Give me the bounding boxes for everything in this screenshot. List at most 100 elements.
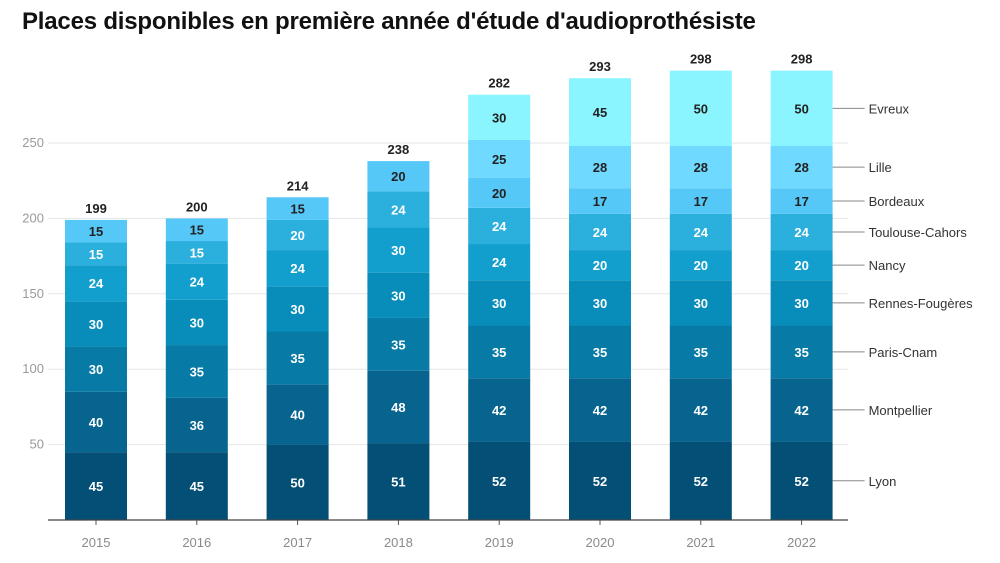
bar-segment (65, 242, 127, 266)
segment-value-label: 42 (492, 403, 506, 418)
segment-value-label: 35 (794, 345, 808, 360)
bar-segment (669, 280, 732, 326)
bar-segment (569, 146, 631, 189)
segment-value-label: 52 (492, 474, 506, 489)
y-tick-label: 250 (22, 135, 44, 150)
bar-2019: 52 42 35 30 24 24 20 25 30 282 (468, 76, 531, 520)
bar-2022: 52 42 35 30 20 24 17 28 50 298 (770, 52, 833, 520)
bar-2020: 52 42 35 30 20 24 17 28 45 293 (569, 59, 631, 520)
bar-segment (165, 397, 228, 453)
bar-segment (770, 325, 833, 379)
segment-value-label: 24 (391, 202, 406, 217)
x-tick-label: 2020 (586, 535, 615, 550)
bar-segment (669, 70, 732, 147)
bar-segment (65, 452, 127, 520)
bar-segment (770, 213, 833, 251)
bar-segment (367, 317, 430, 371)
legend-label: Toulouse-Cahors (869, 225, 968, 240)
segment-value-label: 50 (794, 101, 808, 116)
bar-segment (569, 280, 631, 326)
bar-segment (266, 250, 329, 287)
segment-value-label: 35 (694, 345, 708, 360)
bar-segment (65, 301, 127, 347)
bar-segment (569, 378, 631, 442)
segment-value-label: 52 (794, 474, 808, 489)
segment-value-label: 30 (190, 315, 204, 330)
segment-value-label: 30 (694, 296, 708, 311)
segment-value-label: 30 (391, 288, 405, 303)
bar-segment (569, 325, 631, 379)
segment-value-label: 28 (593, 160, 607, 175)
bar-segment (266, 444, 329, 520)
segment-value-label: 20 (694, 258, 708, 273)
segment-value-label: 35 (290, 351, 304, 366)
bar-segment (468, 139, 531, 178)
segment-value-label: 24 (593, 225, 608, 240)
segment-value-label: 20 (492, 186, 506, 201)
segment-value-label: 35 (492, 345, 506, 360)
segment-value-label: 30 (492, 110, 506, 125)
segment-value-label: 24 (190, 275, 205, 290)
bar-segment (770, 250, 833, 281)
segment-value-label: 42 (794, 403, 808, 418)
bar-segment (266, 219, 329, 251)
segment-value-label: 25 (492, 152, 506, 167)
segment-value-label: 20 (794, 258, 808, 273)
total-label: 214 (287, 178, 309, 193)
bar-segment (770, 441, 833, 520)
segment-value-label: 35 (190, 364, 204, 379)
bar-segment (669, 378, 732, 442)
x-tick-label: 2017 (283, 535, 312, 550)
bar-segment (669, 325, 732, 379)
segment-value-label: 30 (89, 362, 103, 377)
legend-label: Evreux (869, 101, 910, 116)
bar-segment (165, 218, 228, 242)
bar-segment (468, 441, 531, 520)
bar-segment (165, 345, 228, 398)
segment-value-label: 20 (593, 258, 607, 273)
segment-value-label: 30 (290, 302, 304, 317)
bar-segment (770, 146, 833, 189)
segment-value-label: 35 (593, 345, 607, 360)
y-axis: 50 100 150 200 250 (22, 135, 44, 452)
bars: 45 40 30 30 24 15 15 199 45 36 35 30 24 15 15 200 50 40 35… (65, 52, 833, 520)
bar-segment (770, 188, 833, 214)
x-tick-label: 2018 (384, 535, 413, 550)
segment-value-label: 15 (190, 223, 204, 238)
bar-segment (367, 272, 430, 318)
bar-2016: 45 36 35 30 24 15 15 200 (165, 199, 228, 520)
legend-label: Lille (869, 160, 892, 175)
bar-segment (468, 244, 531, 281)
segment-value-label: 20 (391, 169, 405, 184)
bar-2015: 45 40 30 30 24 15 15 199 (65, 201, 127, 520)
bar-segment (669, 188, 732, 214)
segment-value-label: 24 (492, 255, 507, 270)
bar-segment (266, 384, 329, 445)
total-label: 199 (85, 201, 107, 216)
y-tick-label: 200 (22, 210, 44, 225)
x-tick-label: 2021 (686, 535, 715, 550)
bar-segment (165, 452, 228, 520)
segment-value-label: 28 (694, 160, 708, 175)
segment-value-label: 30 (593, 296, 607, 311)
total-label: 282 (488, 76, 510, 91)
x-tick-label: 2022 (787, 535, 816, 550)
bar-segment (468, 94, 531, 140)
segment-value-label: 24 (290, 261, 305, 276)
bar-segment (65, 265, 127, 302)
bar-segment (65, 391, 127, 453)
legend-label: Bordeaux (869, 194, 925, 209)
bar-segment (468, 177, 531, 208)
bar-segment (569, 250, 631, 281)
segment-value-label: 52 (694, 474, 708, 489)
total-label: 200 (186, 199, 208, 214)
bar-segment (266, 286, 329, 332)
segment-value-label: 42 (593, 403, 607, 418)
bar-segment (367, 227, 430, 273)
total-label: 238 (388, 142, 410, 157)
bar-segment (468, 378, 531, 442)
legend-label: Paris-Cnam (869, 345, 938, 360)
y-tick-label: 150 (22, 286, 44, 301)
segment-value-label: 24 (492, 219, 507, 234)
bar-segment (266, 331, 329, 385)
